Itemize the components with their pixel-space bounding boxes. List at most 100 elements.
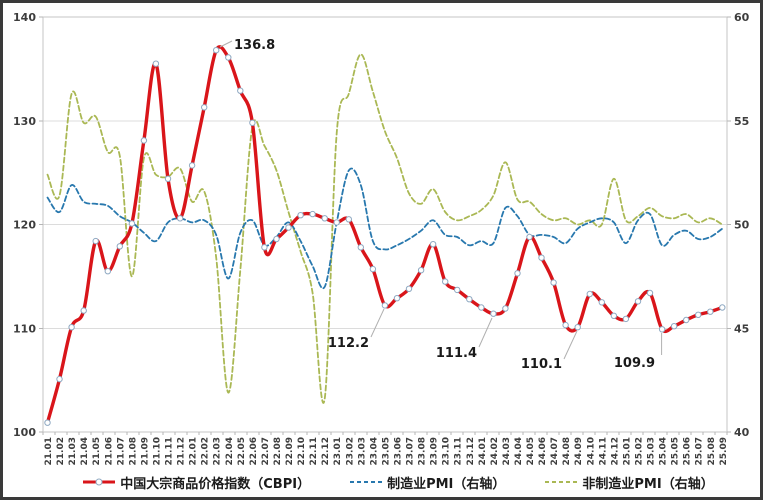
cbpi-markers bbox=[44, 47, 726, 426]
x-axis-tick-label: 21.07 bbox=[116, 437, 126, 465]
x-axis-tick-label: 24.08 bbox=[562, 437, 572, 465]
x-axis-tick-label: 22.10 bbox=[297, 437, 307, 465]
x-axis-tick-label: 22.12 bbox=[321, 437, 331, 465]
right-axis-tick-label: 45 bbox=[734, 322, 749, 335]
cbpi-data-point-marker bbox=[345, 216, 352, 223]
cbpi-data-point-marker bbox=[562, 321, 569, 329]
x-axis-tick-label: 23.01 bbox=[333, 437, 343, 465]
x-axis-tick-label: 23.10 bbox=[442, 437, 452, 465]
cbpi-data-point-marker bbox=[297, 212, 304, 219]
right-axis-labels: 40 45 50 55 60 bbox=[734, 11, 750, 439]
x-axis-tick-label: 23.12 bbox=[466, 437, 476, 465]
x-axis-tick-label: 24.03 bbox=[502, 437, 512, 465]
right-axis-tick-label: 60 bbox=[734, 11, 750, 24]
cbpi-data-point-marker bbox=[695, 311, 702, 318]
annotation-value-label: 109.9 bbox=[614, 356, 655, 371]
x-axis-tick-label: 25.06 bbox=[683, 437, 693, 465]
x-axis-tick-label: 24.12 bbox=[610, 437, 620, 465]
x-axis-tick-label: 21.04 bbox=[80, 437, 90, 465]
x-axis-tick-label: 23.11 bbox=[454, 437, 464, 465]
annotation-value-label: 136.8 bbox=[234, 38, 275, 53]
annotation-leader-line bbox=[478, 317, 493, 348]
cbpi-data-point-marker bbox=[707, 308, 714, 315]
x-axis-tick-label: 23.07 bbox=[406, 437, 416, 465]
x-axis-tick-label: 22.02 bbox=[201, 437, 211, 465]
left-axis-tick-label: 100 bbox=[13, 426, 36, 439]
cbpi-data-point-marker bbox=[490, 310, 497, 317]
x-axis-tick-label: 22.05 bbox=[237, 437, 247, 465]
x-axis-tick-label: 25.01 bbox=[622, 437, 632, 465]
x-axis-tick-label: 24.11 bbox=[598, 437, 608, 465]
cbpi-data-point-marker bbox=[44, 419, 51, 426]
cbpi-data-point-marker bbox=[237, 87, 244, 94]
legend-item-manufacturing-pmi: 制造业PMI（右轴） bbox=[350, 473, 505, 492]
x-axis-tick-label: 23.02 bbox=[345, 437, 355, 465]
series-non-manufacturing-pmi bbox=[46, 53, 724, 404]
legend-item-non-manufacturing-pmi: 非制造业PMI（右轴） bbox=[545, 473, 714, 492]
cbpi-data-point-marker bbox=[478, 304, 485, 311]
chart-legend: 中国大宗商品价格指数（CBPI） 制造业PMI（右轴） 非制造业PMI（右轴） bbox=[3, 469, 760, 495]
cbpi-data-point-marker bbox=[80, 307, 87, 314]
x-axis-tick-label: 24.07 bbox=[550, 437, 560, 465]
cbpi-data-point-marker bbox=[622, 315, 630, 323]
x-axis-tick-label: 25.02 bbox=[634, 437, 644, 465]
cbpi-data-point-marker bbox=[658, 326, 666, 333]
x-axis-tick-label: 23.09 bbox=[430, 437, 440, 465]
annotation-leader-line bbox=[370, 308, 385, 338]
cbpi-data-point-marker bbox=[201, 104, 208, 111]
cbpi-data-point-marker bbox=[333, 219, 340, 226]
cbpi-data-point-marker bbox=[176, 215, 184, 222]
x-axis-tick-label: 23.05 bbox=[381, 437, 391, 465]
cbpi-data-point-marker bbox=[104, 268, 112, 275]
x-axis-tick-label: 24.06 bbox=[538, 437, 548, 465]
cbpi-data-point-marker bbox=[454, 286, 461, 294]
x-axis-tick-label: 24.10 bbox=[586, 437, 596, 465]
x-axis-tick-label: 22.03 bbox=[213, 437, 223, 465]
x-axis-tick-label: 21.11 bbox=[165, 437, 175, 465]
cbpi-data-point-marker bbox=[550, 279, 557, 286]
gridlines bbox=[43, 120, 727, 329]
x-axis-tick-label: 21.10 bbox=[152, 437, 162, 465]
annotations: 136.8 112.2 111.4 110.1 109.9 bbox=[219, 38, 663, 372]
cbpi-data-point-marker bbox=[417, 267, 425, 274]
cbpi-data-point-marker bbox=[309, 210, 316, 218]
left-axis-tick-label: 120 bbox=[13, 219, 36, 232]
cbpi-data-point-marker bbox=[598, 299, 605, 306]
cbpi-data-point-marker bbox=[610, 312, 618, 319]
cbpi-data-point-marker bbox=[502, 305, 509, 312]
cbpi-data-point-marker bbox=[164, 175, 172, 183]
left-axis-tick-label: 110 bbox=[13, 322, 36, 335]
cbpi-data-point-marker bbox=[56, 375, 63, 383]
series-manufacturing-pmi-line bbox=[46, 167, 724, 290]
x-axis-tick-label: 24.04 bbox=[514, 437, 524, 465]
x-axis-tick-label: 21.01 bbox=[44, 437, 54, 465]
cbpi-data-point-marker bbox=[213, 47, 220, 54]
non-manufacturing-pmi-dash-swatch bbox=[545, 481, 578, 483]
cbpi-data-point-marker bbox=[670, 323, 678, 330]
right-axis-tick-label: 40 bbox=[734, 426, 750, 439]
cbpi-data-point-marker bbox=[429, 241, 437, 248]
x-axis-tick-label: 25.08 bbox=[707, 437, 717, 465]
cbpi-data-point-marker bbox=[357, 244, 364, 251]
x-axis-tick-label: 25.09 bbox=[719, 437, 729, 465]
x-axis-tick-label: 24.05 bbox=[526, 437, 536, 465]
x-axis-tick-label: 21.05 bbox=[92, 437, 102, 465]
right-axis-tick-label: 50 bbox=[734, 219, 750, 232]
cbpi-data-point-marker bbox=[116, 243, 124, 250]
x-axis-tick-label: 21.12 bbox=[177, 437, 187, 465]
x-axis-labels: 21.01 21.02 21.03 21.04 21.05 21.06 21.07 21.08… bbox=[44, 437, 729, 465]
cbpi-data-point-marker bbox=[249, 119, 256, 127]
cbpi-data-point-marker bbox=[381, 302, 389, 309]
cbpi-line-marker-swatch bbox=[83, 478, 116, 486]
annotation-leader-line bbox=[219, 40, 233, 48]
x-axis-tick-label: 25.04 bbox=[659, 437, 669, 465]
x-axis-tick-label: 22.07 bbox=[261, 437, 271, 465]
cbpi-data-point-marker bbox=[285, 224, 292, 231]
x-axis-tick-label: 24.09 bbox=[574, 437, 584, 465]
cbpi-data-point-marker bbox=[140, 137, 148, 144]
cbpi-data-point-marker bbox=[719, 304, 726, 311]
cbpi-data-point-marker bbox=[538, 254, 545, 261]
cbpi-data-point-marker bbox=[634, 298, 642, 305]
left-axis-labels: 100 110 120 130 140 bbox=[13, 11, 36, 439]
